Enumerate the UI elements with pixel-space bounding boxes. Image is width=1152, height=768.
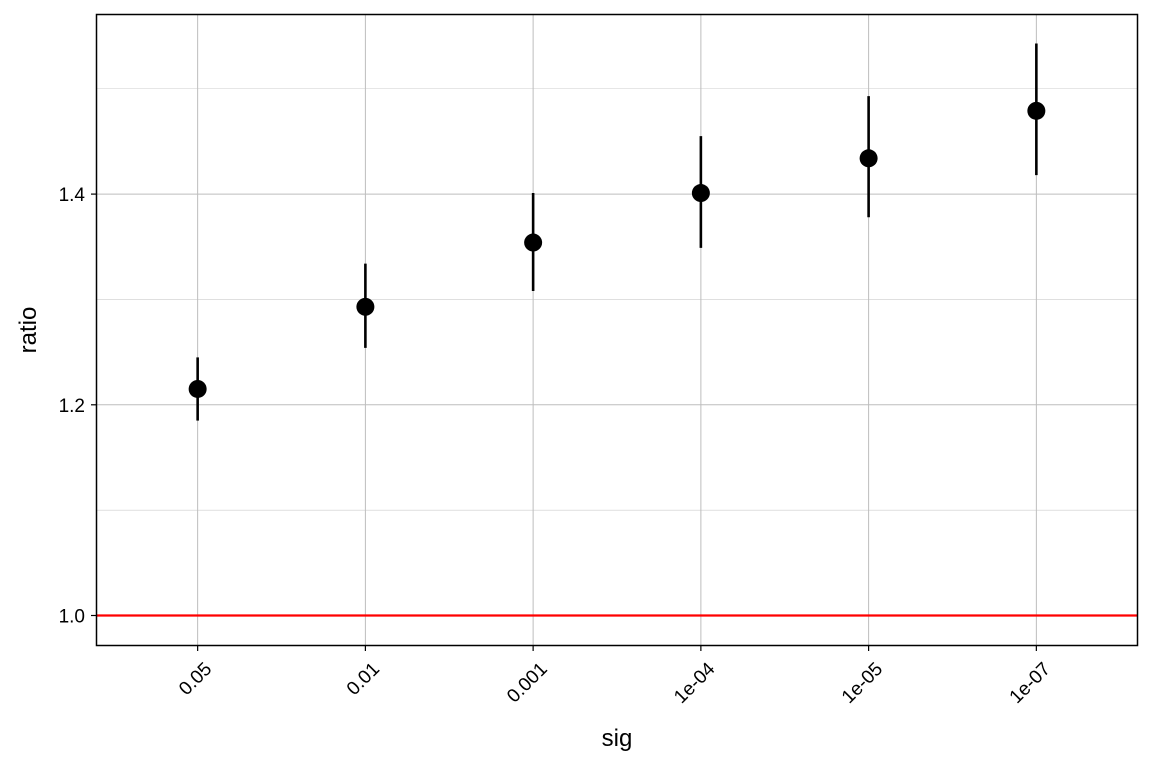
error-bars (196, 43, 1038, 421)
data-point (859, 149, 878, 168)
x-axis-title: sig (602, 725, 633, 752)
data-point (356, 297, 375, 316)
y-axis-ticks: 1.0 1.2 1.4 (59, 185, 97, 628)
y-axis-title: ratio (15, 307, 42, 354)
data-point (524, 233, 543, 252)
x-tick-label: 0.01 (343, 659, 384, 700)
x-tick-label: 1e-04 (670, 658, 720, 708)
data-point (691, 184, 710, 203)
x-tick-label: 0.001 (503, 659, 551, 707)
data-point (1027, 101, 1046, 120)
grid (97, 15, 1137, 645)
panel-border (95, 13, 1139, 647)
y-tick-label: 1.2 (59, 396, 85, 417)
y-tick-label: 1.4 (59, 185, 86, 206)
x-tick-label: 0.05 (175, 659, 216, 700)
x-axis-ticks: 0.05 0.01 0.001 1e-04 1e-05 1e-07 (175, 645, 1055, 708)
x-tick-label: 1e-05 (838, 659, 887, 708)
x-tick-label: 1e-07 (1006, 659, 1055, 708)
data-point (188, 379, 207, 398)
y-tick-label: 1.0 (59, 607, 85, 628)
data-points (188, 101, 1046, 398)
